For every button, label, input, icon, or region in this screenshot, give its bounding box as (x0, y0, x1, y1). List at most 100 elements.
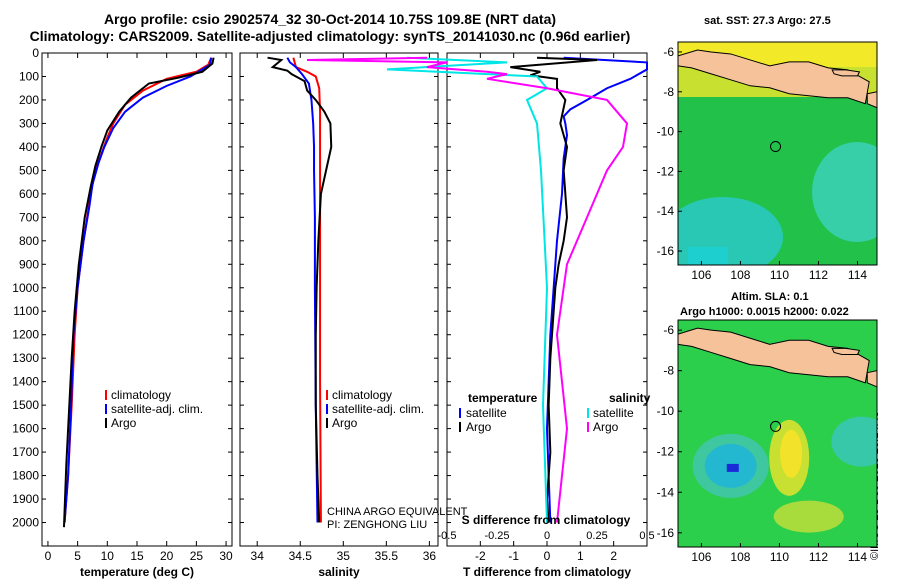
y-tick-label: 1300 (12, 351, 39, 365)
legend-swatch (459, 408, 461, 418)
argo-location-marker (770, 420, 782, 432)
y-tick-label: 500 (19, 163, 39, 177)
legend-swatch (105, 418, 107, 428)
map-sla-map: 106 108 110 112 114 -6 -8 -10 -12 -14 -16 (657, 319, 878, 564)
axes-frame (41, 52, 233, 547)
y-tick-label: 1800 (12, 469, 39, 483)
sst-cool-patch-east (812, 142, 877, 242)
x-axis-label: temperature (deg C) (80, 565, 194, 579)
legend-label: Argo (466, 420, 492, 434)
y-tick-label: 200 (19, 93, 39, 107)
legend-label: satellite-adj. clim. (332, 402, 424, 416)
x-tick-label: -1 (508, 549, 519, 563)
x-tick-label: 5 (74, 549, 81, 563)
y-tick-label: 400 (19, 140, 39, 154)
x2-tick-label: -0.5 (438, 530, 457, 542)
x2-axis-label: S difference from climatology (462, 513, 631, 527)
legend-swatch (326, 404, 328, 414)
x-tick-label: 35 (337, 549, 351, 563)
map-field (678, 42, 877, 265)
legend-swatch (326, 418, 328, 428)
land-java (678, 327, 870, 384)
sla-low-center (726, 463, 739, 472)
x-tick-label: 20 (160, 549, 174, 563)
y-tick-label: 0 (32, 46, 39, 60)
series-line-satellite-adj-clim- (286, 57, 319, 523)
x-tick-label: 34 (251, 549, 265, 563)
argo-location-marker (770, 141, 782, 153)
series-line-s-argo (306, 56, 629, 523)
x-tick-label: 112 (809, 550, 828, 564)
chart-title-line1: Argo profile: csio 2902574_32 30-Oct-201… (103, 11, 557, 27)
y-tick-label: 900 (19, 257, 39, 271)
y-tick-label: 100 (19, 69, 39, 83)
panel-difference: -2 -1 0 1 2 T difference from climatology S di… (306, 52, 655, 579)
y-tick-label: 1500 (12, 398, 39, 412)
series-line-climatology (63, 57, 213, 523)
y-tick-label: 1200 (12, 328, 39, 342)
panel-salinity: 34 34.5 35 35.5 36 salinity climatologysatelli… (239, 52, 468, 579)
x-tick-label: 2 (610, 549, 617, 563)
y-tick-label: 1000 (12, 281, 39, 295)
y-tick-label: -10 (657, 404, 675, 418)
y-tick-label: -14 (657, 204, 675, 218)
series-line-argo (62, 57, 215, 528)
land-bali (866, 370, 877, 388)
series-line-satellite-adj-clim- (63, 57, 213, 523)
legend-label: Argo (332, 416, 358, 430)
legend-label: satellite (466, 406, 507, 420)
legend-title-right: salinity (609, 391, 651, 405)
x-tick-label: 0 (544, 549, 551, 563)
sla-map-title-2: Argo h1000: 0.0015 h2000: 0.022 (680, 306, 849, 318)
y-tick-label: 1900 (12, 492, 39, 506)
map-frame (677, 319, 878, 548)
legend-label: satellite-adj. clim. (111, 402, 203, 416)
y-tick-label: -14 (657, 485, 675, 499)
sla-low-east (831, 416, 877, 467)
map-field (678, 320, 877, 547)
y-tick-label: -6 (663, 45, 674, 59)
x2-tick-label: 0 (544, 530, 550, 542)
legend-label: climatology (332, 388, 392, 402)
x-tick-label: 1 (577, 549, 584, 563)
x-tick-label: 0 (45, 549, 52, 563)
x-tick-label: 112 (809, 268, 828, 282)
y-tick-label: 1400 (12, 375, 39, 389)
x-tick-label: 30 (219, 549, 233, 563)
y-tick-label: 1100 (13, 304, 39, 318)
y-tick-label: -6 (663, 323, 674, 337)
y-tick-label: -12 (657, 164, 675, 178)
y-tick-label: -16 (657, 244, 675, 258)
x2-tick-label: 0.25 (586, 530, 607, 542)
legend-label: satellite (593, 406, 634, 420)
legend-label: Argo (593, 420, 619, 434)
map-sst-map: 106 108 110 112 114 -6 -8 -10 -12 -14 -16 (657, 41, 878, 282)
y-tick-label: 1700 (12, 445, 39, 459)
y-tick-label: 1600 (12, 422, 39, 436)
series-line-argo (267, 56, 333, 523)
legend-label: Argo (111, 416, 137, 430)
annotation-text: CHINA ARGO EQUIVALENT (327, 506, 468, 518)
legend-swatch (105, 390, 107, 400)
y-tick-label: 700 (19, 210, 39, 224)
x2-tick-label: 0.5 (639, 530, 654, 542)
series-line-t-argo (510, 56, 598, 523)
y-tick-label: -10 (657, 125, 675, 139)
land-bali (866, 91, 877, 109)
y-tick-label: -12 (657, 445, 675, 459)
x-tick-label: 34.5 (289, 549, 313, 563)
sla-map-title-1: Altim. SLA: 0.1 (731, 291, 809, 303)
land-madura (831, 347, 861, 355)
x-tick-label: 114 (848, 550, 867, 564)
x-tick-label: 110 (770, 268, 789, 282)
panel-temperature: 0 5 10 15 20 25 300100200300400500600700800900… (12, 46, 233, 579)
x-tick-label: 106 (691, 268, 711, 282)
series-line-s-satellite (386, 56, 549, 523)
chart-title-line2: Climatology: CARS2009. Satellite-adjuste… (29, 28, 631, 44)
legend-label: climatology (111, 388, 171, 402)
y-tick-label: -8 (663, 85, 674, 99)
x-tick-label: 106 (691, 550, 711, 564)
legend-swatch (326, 390, 328, 400)
legend-title-left: temperature (468, 391, 538, 405)
